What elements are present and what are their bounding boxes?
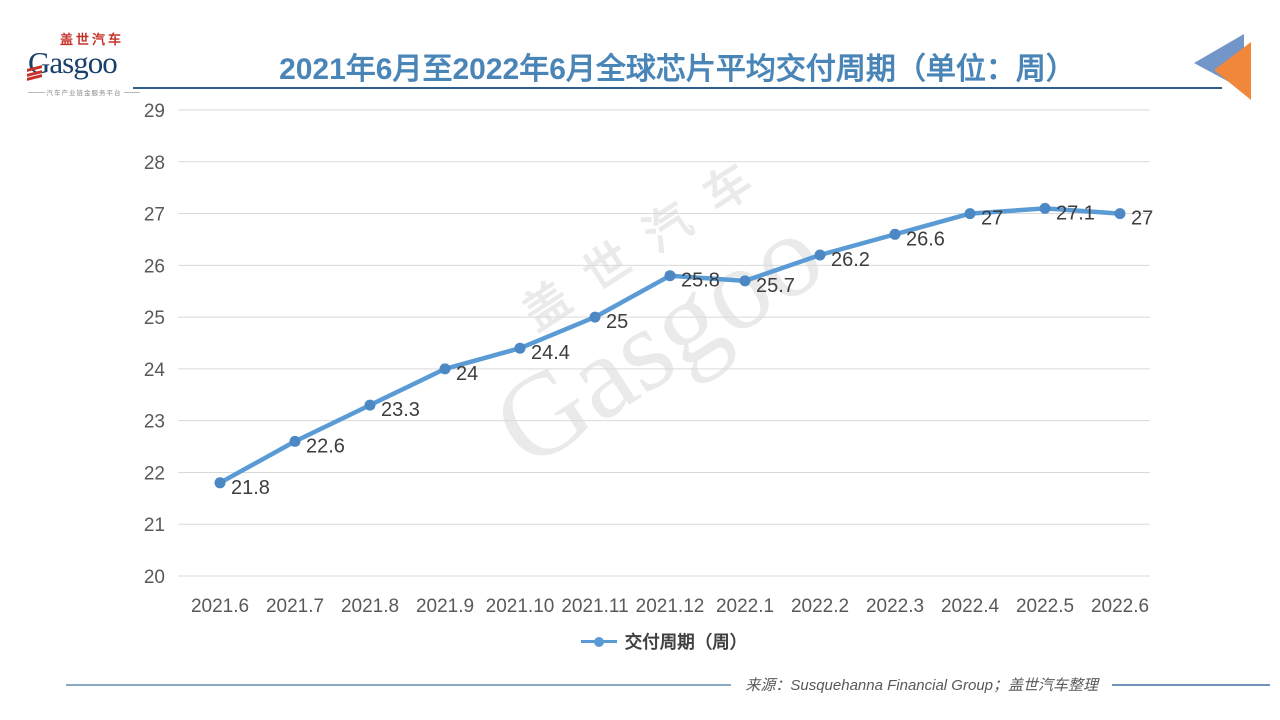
series-line: [217, 206, 1123, 486]
x-tick-label: 2021.11: [561, 596, 628, 617]
tagline-rule-left: [28, 91, 45, 93]
data-label: 22.6: [306, 435, 345, 457]
chart-legend: 交付周期（周）: [178, 629, 1150, 654]
logo-english-name: Gasgoo: [28, 45, 118, 80]
x-tick-label: 2021.10: [486, 596, 555, 617]
gasgoo-logo: 盖世汽车 Gasgoo 汽车产业链金服务平台: [27, 32, 140, 97]
orange-triangle: [1214, 42, 1251, 100]
data-label: 24: [456, 363, 478, 385]
data-label: 26.2: [831, 249, 870, 271]
footer-rule-left: [66, 683, 732, 686]
data-point: [589, 311, 601, 323]
footer: 来源：Susquehanna Financial Group；盖世汽车整理: [66, 674, 1270, 695]
y-tick-label: 29: [144, 101, 165, 122]
data-point: [514, 342, 526, 354]
data-point: [364, 399, 376, 411]
data-point: [214, 477, 226, 489]
x-tick-label: 2022.5: [1016, 596, 1074, 617]
y-tick-label: 20: [144, 567, 165, 588]
page-title: 2021年6月至2022年6月全球芯片平均交付周期（单位：周）: [279, 53, 1076, 86]
legend-label: 交付周期（周）: [624, 632, 748, 652]
footer-rule-right: [1112, 683, 1270, 686]
data-label: 26.6: [906, 228, 945, 250]
legend-line-marker-icon: [580, 636, 617, 647]
x-tick-label: 2022.3: [866, 596, 924, 617]
data-label: 27: [981, 208, 1003, 230]
x-tick-label: 2022.2: [791, 596, 849, 617]
tagline-text: 汽车产业链金服务平台: [46, 90, 122, 97]
data-point: [1114, 208, 1126, 220]
data-point: [889, 228, 901, 240]
x-tick-label: 2021.8: [341, 596, 399, 617]
data-label: 27.1: [1056, 202, 1095, 224]
y-tick-label: 24: [144, 360, 166, 381]
y-tick-label: 23: [144, 412, 165, 433]
tagline-rule-right: [123, 91, 140, 93]
y-tick-label: 21: [144, 515, 165, 536]
y-tick-label: 28: [144, 153, 165, 174]
x-tick-label: 2022.6: [1091, 596, 1149, 617]
logo-chinese-name: 盖世汽车: [60, 32, 125, 47]
title-underline: [133, 87, 1222, 89]
data-label: 24.4: [531, 342, 570, 364]
x-tick-label: 2022.4: [941, 596, 1000, 617]
data-label: 25: [606, 311, 628, 333]
data-point: [664, 270, 676, 282]
y-tick-label: 26: [144, 256, 165, 277]
x-tick-label: 2021.12: [636, 596, 705, 617]
data-label: 25.7: [756, 275, 795, 297]
y-tick-label: 27: [144, 205, 165, 226]
data-point: [1039, 202, 1051, 214]
data-point: [439, 363, 451, 375]
x-tick-label: 2022.1: [716, 596, 774, 617]
data-point: [289, 435, 301, 447]
data-point: [814, 249, 826, 261]
data-point: [964, 208, 976, 220]
data-label: 23.3: [381, 399, 420, 421]
source-text: 来源：Susquehanna Financial Group；盖世汽车整理: [745, 677, 1098, 694]
x-tick-label: 2021.7: [266, 596, 324, 617]
data-point: [739, 275, 751, 287]
y-tick-label: 25: [144, 308, 165, 329]
data-label: 21.8: [231, 477, 270, 499]
logo-wordmark: Gasgoo: [27, 45, 140, 85]
logo-tagline: 汽车产业链金服务平台: [28, 87, 140, 97]
data-label: 27: [1131, 208, 1153, 230]
corner-triangles-icon: [1194, 34, 1251, 100]
x-tick-label: 2021.9: [416, 596, 474, 617]
x-tick-label: 2021.6: [191, 596, 249, 617]
y-tick-label: 22: [144, 463, 165, 484]
data-label: 25.8: [681, 270, 720, 292]
